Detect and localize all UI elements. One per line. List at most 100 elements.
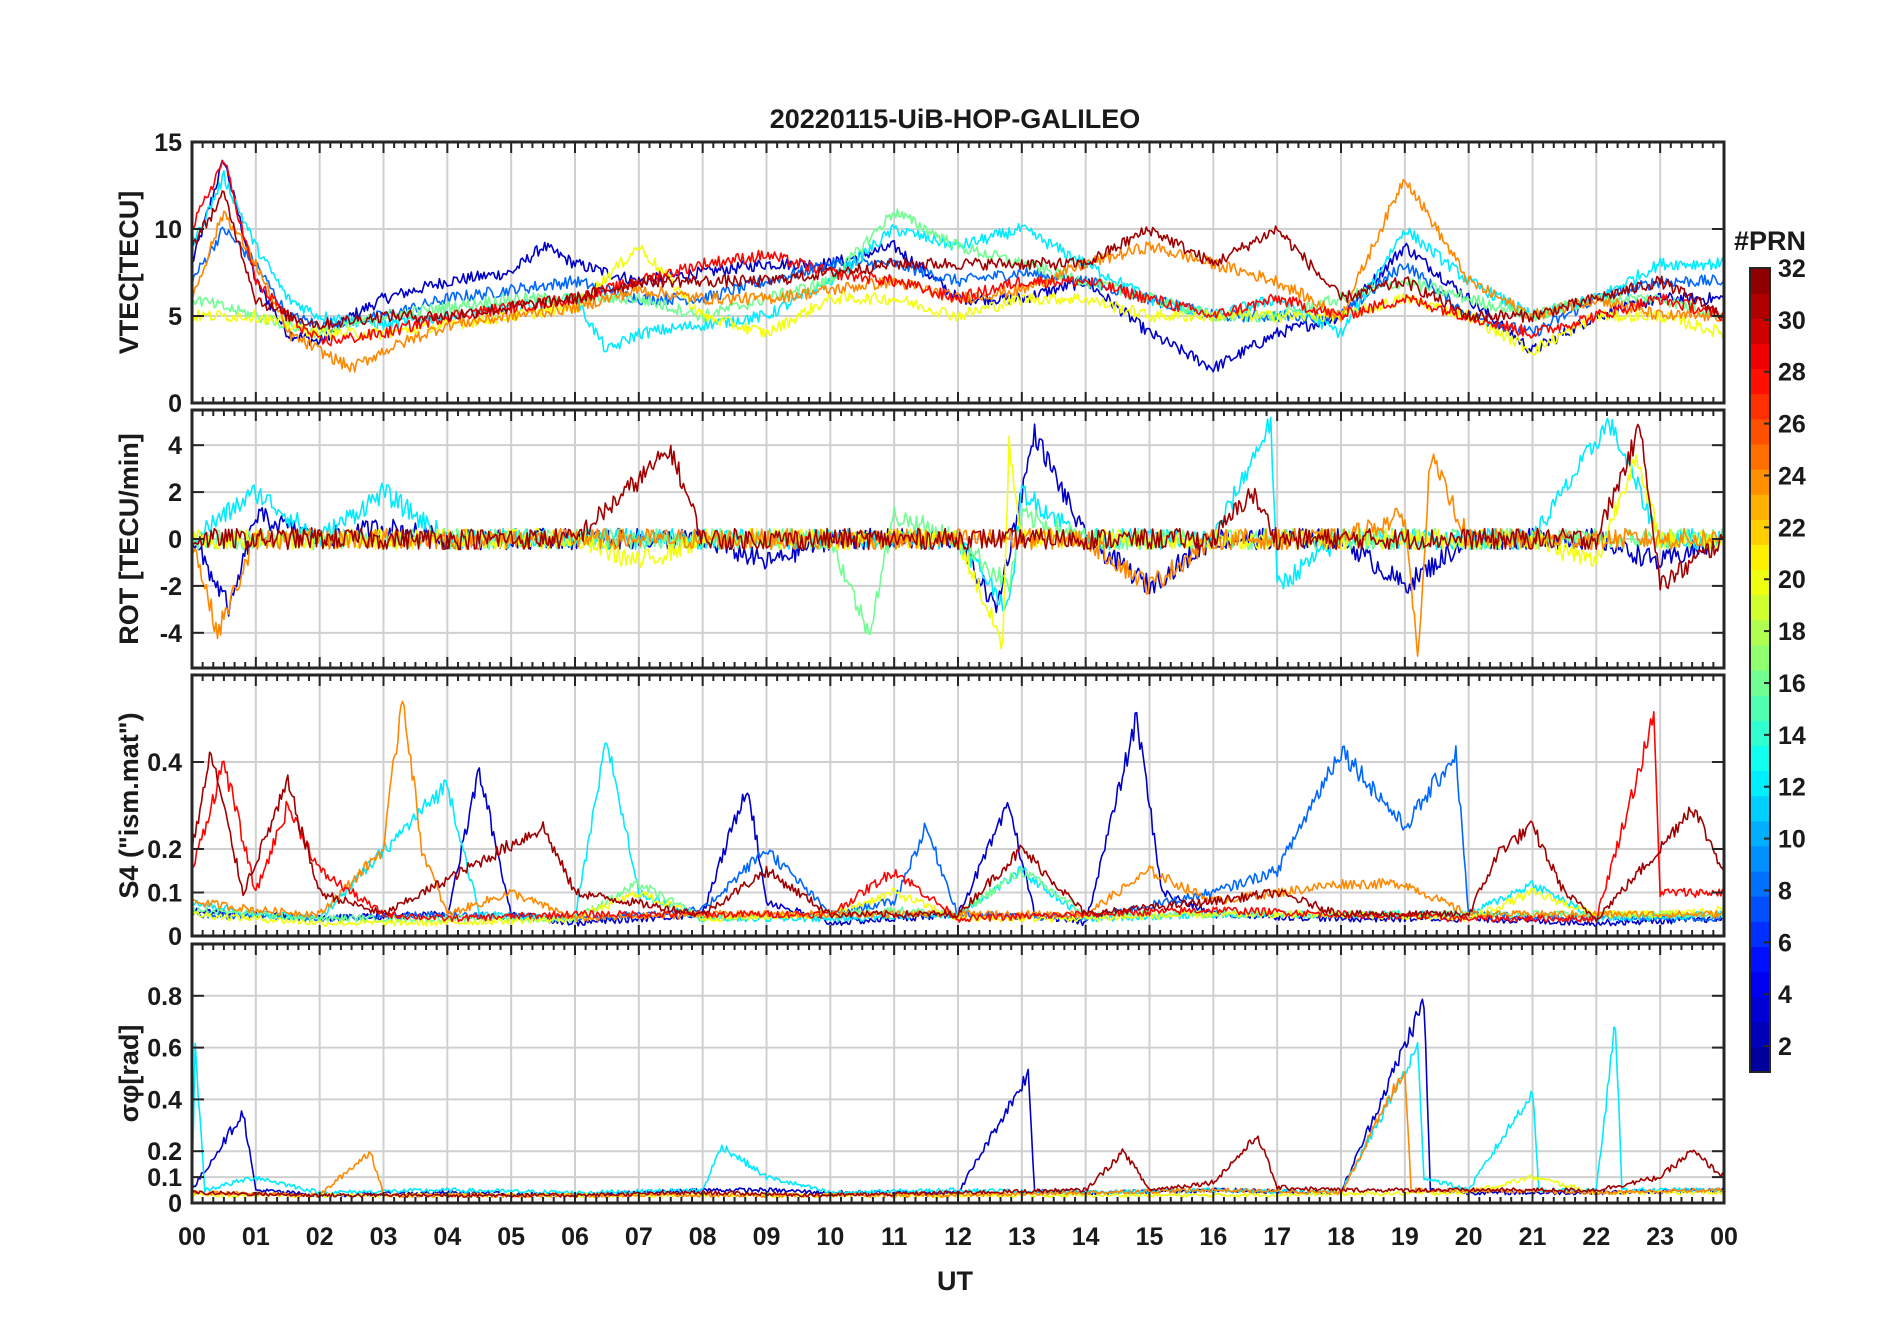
x-axis-label: UT (937, 1266, 973, 1296)
series-group (192, 159, 1724, 373)
y-tick-label: 0 (168, 923, 182, 951)
x-tick-label: 06 (561, 1223, 589, 1251)
colorbar-swatch (1750, 845, 1770, 872)
y-tick-label: 2 (168, 479, 182, 507)
colorbar-tick-label: 18 (1778, 618, 1806, 646)
x-tick-label: 13 (1008, 1223, 1036, 1251)
x-tick-label: 03 (370, 1223, 398, 1251)
y-tick-label: 0.4 (147, 749, 182, 777)
colorbar-tick-label: 22 (1778, 514, 1806, 542)
x-tick-label: 08 (689, 1223, 717, 1251)
x-tick-label: 14 (1072, 1223, 1100, 1251)
x-tick-label: 15 (1136, 1223, 1164, 1251)
colorbar-swatch (1750, 921, 1770, 947)
panel-1: 0 5 10 15 VTEC[TECU] (114, 129, 1726, 418)
colorbar-swatch (1750, 670, 1770, 696)
colorbar-swatch (1750, 368, 1770, 395)
y-tick-label: 0.2 (147, 1138, 182, 1166)
colorbar-swatch (1750, 494, 1770, 520)
y-axis-label: S4 ("ism.mat") (114, 712, 144, 898)
x-tick-label: 23 (1646, 1223, 1674, 1251)
colorbar-tick-label: 10 (1778, 826, 1806, 854)
colorbar-swatch (1750, 1021, 1770, 1048)
colorbar-swatch (1750, 519, 1770, 545)
x-tick-label: 10 (816, 1223, 844, 1251)
x-tick-label: 11 (881, 1223, 908, 1251)
colorbar-tick-label: 2 (1778, 1033, 1792, 1061)
x-tick-label: 17 (1263, 1223, 1291, 1251)
x-tick-label: 00 (1710, 1223, 1738, 1251)
y-tick-label: 5 (168, 303, 182, 331)
colorbar-tick-label: 4 (1778, 981, 1792, 1009)
colorbar-tick-label: 24 (1778, 462, 1806, 490)
y-tick-label: 0 (168, 526, 182, 554)
colorbar-swatch (1750, 343, 1770, 370)
x-tick-label: 20 (1455, 1223, 1483, 1251)
colorbar-swatch (1750, 569, 1770, 596)
y-axis-label: VTEC[TECU] (114, 191, 144, 355)
x-tick-label: 09 (753, 1223, 781, 1251)
x-tick-label: 16 (1199, 1223, 1227, 1251)
colorbar-swatch (1750, 946, 1770, 973)
colorbar-swatch (1750, 871, 1770, 897)
colorbar-swatch (1750, 318, 1770, 344)
panel-2: -4 -2 0 2 4 ROT [TECU/min] (114, 408, 1726, 670)
y-tick-label: 0 (168, 390, 182, 418)
colorbar-swatch (1750, 544, 1770, 571)
colorbar-swatch (1750, 594, 1770, 621)
colorbar-swatch (1750, 745, 1770, 772)
x-tick-label: 12 (944, 1223, 972, 1251)
colorbar-label: #PRN (1734, 226, 1806, 256)
colorbar-swatch (1750, 795, 1770, 822)
colorbar-tick-label: 16 (1778, 670, 1806, 698)
colorbar-swatch (1750, 996, 1770, 1023)
colorbar-swatch (1750, 644, 1770, 671)
series-line-prn-24 (192, 178, 1724, 373)
x-tick-label: 05 (497, 1223, 525, 1251)
x-tick-label: 02 (306, 1223, 334, 1251)
panel-3: 0 0.1 0.2 0.4S4 ("ism.mat") (114, 673, 1726, 951)
y-axis-label: ROT [TECU/min] (114, 433, 144, 644)
x-tick-labels: 00 01 02 03 04 05 06 07 08 09 10 11 12 13 14 15 16 17 18 19… (178, 1223, 1738, 1251)
y-tick-label: 0.1 (147, 1164, 182, 1192)
colorbar-tick-label: 8 (1778, 877, 1792, 905)
colorbar-swatch (1750, 619, 1770, 646)
colorbar-swatch (1750, 268, 1770, 294)
y-tick-label: 0 (168, 1190, 182, 1218)
y-tick-label: 4 (168, 432, 182, 460)
y-axis-label: σφ[rad] (114, 1025, 144, 1123)
colorbar-tick-label: 28 (1778, 359, 1806, 387)
x-tick-label: 18 (1327, 1223, 1355, 1251)
x-tick-label: 01 (242, 1223, 270, 1251)
series-group (192, 700, 1724, 927)
colorbar-tick-label: 12 (1778, 774, 1806, 802)
colorbar-tick-label: 26 (1778, 411, 1806, 439)
colorbar-swatch (1750, 971, 1770, 998)
y-tick-label: 0.6 (147, 1035, 182, 1063)
colorbar-tick-label: 6 (1778, 929, 1792, 957)
y-tick-label: 0.2 (147, 836, 182, 864)
x-tick-label: 21 (1519, 1223, 1547, 1251)
y-tick-label: 0.4 (147, 1086, 182, 1114)
y-tick-label: 15 (154, 129, 182, 157)
y-tick-label: 0.1 (147, 880, 182, 908)
colorbar-swatch (1750, 896, 1770, 922)
colorbar-tick-label: 32 (1778, 255, 1806, 283)
x-tick-label: 00 (178, 1223, 206, 1251)
chart-title: 20220115-UiB-HOP-GALILEO (770, 104, 1141, 134)
colorbar-swatch (1750, 293, 1770, 319)
series-line-prn-31 (192, 190, 1724, 330)
y-tick-label: -2 (160, 573, 182, 601)
colorbar-swatch (1750, 770, 1770, 797)
colorbar-swatch (1750, 469, 1770, 495)
series-line-prn-28 (192, 710, 1724, 923)
colorbar-swatch (1750, 695, 1770, 721)
y-tick-label: -4 (160, 620, 182, 648)
colorbar-tick-label: 14 (1778, 722, 1806, 750)
y-tick-label: 0.8 (147, 983, 182, 1011)
series-line-prn-31 (192, 751, 1724, 923)
series-group (192, 416, 1724, 658)
